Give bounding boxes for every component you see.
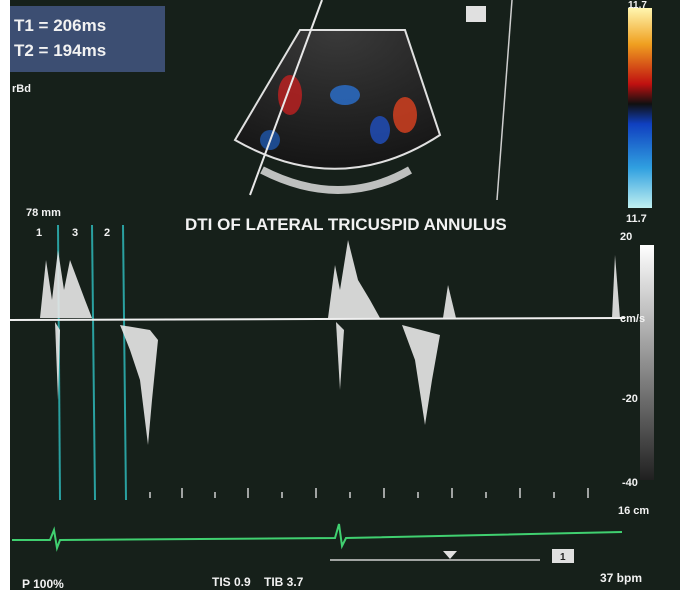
heart-rate: 37 bpm [600,571,642,585]
gate-marker: 1 [36,227,42,239]
screen-index: 1 [560,552,566,563]
color-scale-bottom: 11.7 [626,213,647,225]
ultrasound-screen: T1 = 206ms T2 = 194ms rBd 11.7 11.7 DTI … [0,0,685,598]
t1-label: T1 = 206ms [14,16,106,35]
mode-label: rBd [12,83,31,95]
title: DTI OF LATERAL TRICUSPID ANNULUS [185,215,507,234]
velocity-top: 20 [620,231,632,243]
power: P 100% [22,577,64,591]
tib: TIB 3.7 [264,575,304,589]
depth-label: 16 cm [618,505,649,517]
color-scale [628,8,652,208]
velocity-tick: -20 [622,393,638,405]
velocity-unit: cm/s [620,313,645,325]
ultrasound-display: T1 = 206ms T2 = 194ms rBd 11.7 11.7 DTI … [0,0,685,598]
gate-marker: 2 [104,227,110,239]
color-scale-top: 11.7 [628,0,647,11]
gray-scale [640,245,654,480]
color-flow [370,116,390,144]
t2-label: T2 = 194ms [14,41,106,60]
velocity-tick: -40 [622,477,638,489]
gate-marker: 3 [72,227,78,239]
gate-depth: 78 mm [26,207,61,219]
color-flow [330,85,360,105]
color-flow [393,97,417,133]
tis: TIS 0.9 [212,575,251,589]
probe-marker [466,6,486,22]
